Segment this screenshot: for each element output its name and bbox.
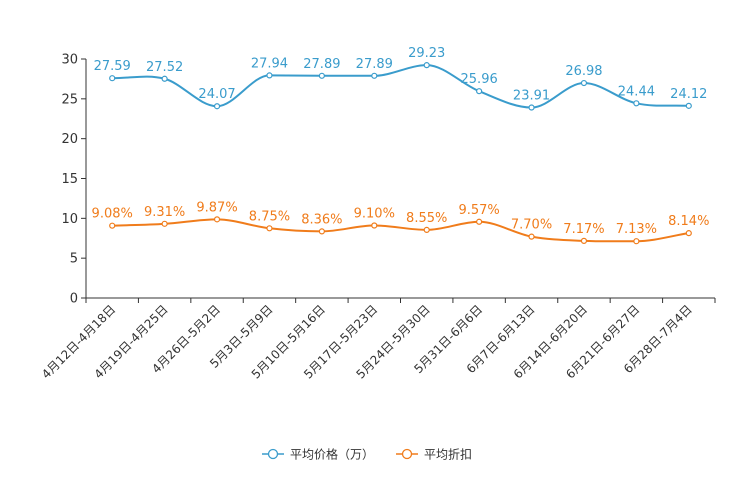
data-point[interactable] <box>213 103 221 110</box>
data-label: 24.12 <box>670 87 707 102</box>
data-label: 25.96 <box>461 72 498 87</box>
data-point[interactable] <box>371 72 378 79</box>
data-label: 27.89 <box>356 57 393 72</box>
data-point[interactable] <box>266 72 273 79</box>
data-point[interactable] <box>580 79 588 87</box>
legend-label: 平均价格（万） <box>290 447 374 462</box>
data-label: 7.13% <box>616 222 657 237</box>
data-point[interactable] <box>423 226 430 233</box>
data-label: 9.31% <box>144 205 185 220</box>
data-point[interactable] <box>633 100 640 107</box>
y-tick-label: 25 <box>61 92 78 107</box>
data-label: 8.14% <box>668 214 709 229</box>
data-label: 7.17% <box>563 222 604 237</box>
data-label: 9.57% <box>458 203 499 218</box>
data-label: 24.44 <box>618 84 655 99</box>
y-tick-label: 0 <box>70 292 78 307</box>
y-tick-label: 15 <box>61 172 78 187</box>
data-label: 9.10% <box>354 207 395 222</box>
data-point[interactable] <box>633 238 640 245</box>
y-tick-label: 5 <box>70 252 78 267</box>
data-point[interactable] <box>109 222 116 229</box>
data-label: 23.91 <box>513 89 550 104</box>
data-point[interactable] <box>213 216 221 223</box>
data-label: 9.08% <box>92 207 133 222</box>
y-tick-label: 30 <box>61 53 78 68</box>
y-axis: 0 5 10 15 20 25 30 <box>61 53 87 307</box>
series-0: 27.59 27.52 24.07 27.94 27.89 27.89 29.23 25.96… <box>94 46 707 111</box>
legend[interactable]: 平均价格（万） 平均折扣 <box>262 447 472 462</box>
data-label: 27.89 <box>303 57 340 72</box>
data-point[interactable] <box>528 233 535 240</box>
series-1: 9.08% 9.31% 9.87% 8.75% 8.36% 9.10% 8.55% 9.57%… <box>92 200 709 245</box>
data-point[interactable] <box>161 220 168 227</box>
data-point[interactable] <box>476 88 483 95</box>
data-point[interactable] <box>371 222 378 229</box>
data-point[interactable] <box>318 72 325 79</box>
legend-item-0[interactable]: 平均价格（万） <box>262 447 374 462</box>
data-label: 27.94 <box>251 56 288 71</box>
data-label: 8.36% <box>301 212 342 227</box>
data-label: 29.23 <box>408 46 445 61</box>
data-label: 27.59 <box>94 59 131 74</box>
legend-item-1[interactable]: 平均折扣 <box>396 447 472 462</box>
series-layer: 27.59 27.52 24.07 27.94 27.89 27.89 29.23 25.96… <box>92 46 709 245</box>
data-label: 9.87% <box>196 200 237 215</box>
legend-label: 平均折扣 <box>424 447 472 462</box>
data-point[interactable] <box>528 104 535 111</box>
data-point[interactable] <box>109 75 116 82</box>
legend-swatch-marker <box>401 448 413 460</box>
data-point[interactable] <box>423 62 430 69</box>
data-label: 27.52 <box>146 60 183 75</box>
data-point[interactable] <box>580 237 588 244</box>
data-label: 8.75% <box>249 209 290 224</box>
y-tick-label: 10 <box>61 212 78 227</box>
data-point[interactable] <box>685 230 692 237</box>
x-axis: 4月12日-4月18日4月19日-4月25日4月26日-5月2日5月3日-5月9… <box>39 297 716 382</box>
legend-swatch-marker <box>267 448 279 460</box>
data-label: 24.07 <box>198 87 235 102</box>
data-point[interactable] <box>266 225 273 232</box>
data-label: 26.98 <box>565 64 602 79</box>
series-line <box>112 218 689 243</box>
data-point[interactable] <box>476 218 483 225</box>
y-tick-label: 20 <box>61 132 78 147</box>
data-label: 7.70% <box>511 218 552 233</box>
data-label: 8.55% <box>406 211 447 226</box>
data-point[interactable] <box>161 75 168 82</box>
data-point[interactable] <box>318 228 325 235</box>
data-point[interactable] <box>685 102 692 109</box>
